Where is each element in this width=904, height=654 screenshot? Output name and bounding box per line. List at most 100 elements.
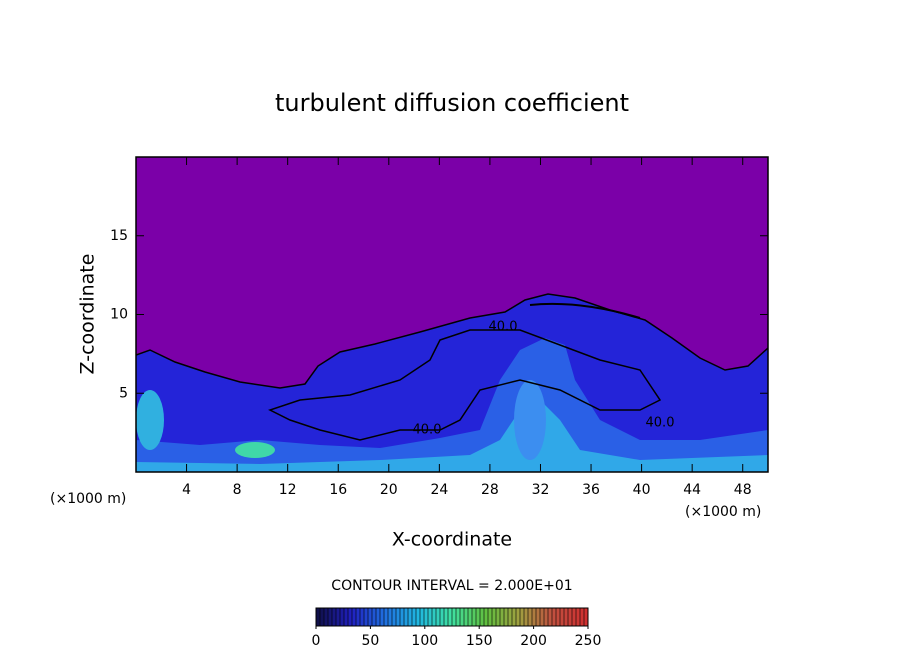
colorbar-swatch: [548, 608, 552, 626]
colorbar-swatch: [328, 608, 332, 626]
field: [136, 157, 768, 472]
colorbar-swatch: [432, 608, 436, 626]
colorbar-swatch: [536, 608, 540, 626]
field-region: [235, 442, 275, 458]
colorbar-swatch: [500, 608, 504, 626]
colorbar-swatch: [372, 608, 376, 626]
x-tick-label: 16: [329, 482, 347, 498]
colorbar-swatch: [516, 608, 520, 626]
colorbar-swatch: [332, 608, 336, 626]
colorbar-swatch: [460, 608, 464, 626]
field-region: [136, 400, 768, 472]
colorbar-swatch: [316, 608, 320, 626]
colorbar-swatch: [348, 608, 352, 626]
x-tick-label: 40: [633, 482, 651, 498]
colorbar-swatch: [552, 608, 556, 626]
contour-label: 40.0: [413, 423, 442, 438]
x-tick-label: 28: [481, 482, 499, 498]
field-region: [514, 380, 546, 460]
colorbar-swatch: [384, 608, 388, 626]
colorbar-swatch: [560, 608, 564, 626]
field-region: [136, 390, 164, 450]
contour-interval: CONTOUR INTERVAL = 2.000E+01: [331, 578, 572, 594]
y-axis-label: Z-coordinate: [77, 254, 99, 375]
colorbar-swatch: [568, 608, 572, 626]
colorbar-swatch: [404, 608, 408, 626]
colorbar-tick-label: 0: [312, 633, 321, 649]
colorbar-tick-label: 200: [520, 633, 547, 649]
x-tick-label: 44: [683, 482, 701, 498]
colorbar-swatch: [336, 608, 340, 626]
y-tick-label: 5: [119, 385, 128, 401]
colorbar-swatch: [324, 608, 328, 626]
colorbar-swatch: [556, 608, 560, 626]
colorbar-swatch: [532, 608, 536, 626]
colorbar-swatch: [448, 608, 452, 626]
x-tick-label: 48: [734, 482, 752, 498]
colorbar-swatch: [580, 608, 584, 626]
colorbar-swatch: [380, 608, 384, 626]
colorbar-tick-label: 50: [361, 633, 379, 649]
contour-label: 40.0: [646, 416, 675, 431]
colorbar-swatch: [436, 608, 440, 626]
colorbar-tick-label: 250: [575, 633, 602, 649]
colorbar-swatch: [488, 608, 492, 626]
colorbar-swatch: [520, 608, 524, 626]
colorbar-frame: [315, 607, 589, 627]
colorbar-swatch: [412, 608, 416, 626]
colorbar-swatch: [452, 608, 456, 626]
colorbar-swatch: [340, 608, 344, 626]
colorbar-swatch: [356, 608, 360, 626]
colorbar-swatch: [420, 608, 424, 626]
contour-line: [268, 329, 662, 441]
colorbar-swatch: [492, 608, 496, 626]
x-unit-label: (×1000 m): [50, 491, 126, 507]
colorbar-swatch: [508, 608, 512, 626]
colorbar-swatch: [576, 608, 580, 626]
colorbar-swatch: [572, 608, 576, 626]
contour-line: [136, 293, 768, 389]
colorbar-tick-label: 150: [466, 633, 493, 649]
colorbar-swatch: [564, 608, 568, 626]
colorbar-swatch: [392, 608, 396, 626]
colorbar-swatch: [456, 608, 460, 626]
colorbar-swatch: [440, 608, 444, 626]
colorbar-swatch: [320, 608, 324, 626]
colorbar-swatch: [584, 608, 588, 626]
colorbar-swatch: [524, 608, 528, 626]
colorbar-swatch: [496, 608, 500, 626]
colorbar-swatch: [352, 608, 356, 626]
x-tick-label: 20: [380, 482, 398, 498]
x-tick-label: 32: [532, 482, 550, 498]
x-tick-label: 36: [582, 482, 600, 498]
colorbar-swatch: [396, 608, 400, 626]
colorbar-swatch: [464, 608, 468, 626]
contour-line: [529, 302, 641, 319]
colorbar-swatch: [540, 608, 544, 626]
colorbar-swatch: [484, 608, 488, 626]
colorbar-swatch: [504, 608, 508, 626]
colorbar-swatch: [360, 608, 364, 626]
colorbar-swatch: [416, 608, 420, 626]
colorbar-swatch: [388, 608, 392, 626]
x-tick-label: 12: [279, 482, 297, 498]
colorbar-swatch: [400, 608, 404, 626]
chart-title: turbulent diffusion coefficient: [275, 89, 629, 117]
colorbar-swatch: [544, 608, 548, 626]
colorbar-swatch: [476, 608, 480, 626]
x-axis-label: X-coordinate: [392, 529, 512, 551]
field-region: [136, 338, 768, 472]
colorbar-swatch: [512, 608, 516, 626]
colorbar-swatch: [444, 608, 448, 626]
colorbar-swatch: [528, 608, 532, 626]
colorbar-swatch: [472, 608, 476, 626]
colorbar-swatch: [468, 608, 472, 626]
y-tick-label: 15: [110, 228, 128, 244]
colorbar-swatch: [344, 608, 348, 626]
colorbar-swatch: [408, 608, 412, 626]
x-unit-label: (×1000 m): [685, 504, 761, 520]
colorbar-swatch: [364, 608, 368, 626]
colorbar-swatch: [424, 608, 428, 626]
colorbar-swatch: [376, 608, 380, 626]
